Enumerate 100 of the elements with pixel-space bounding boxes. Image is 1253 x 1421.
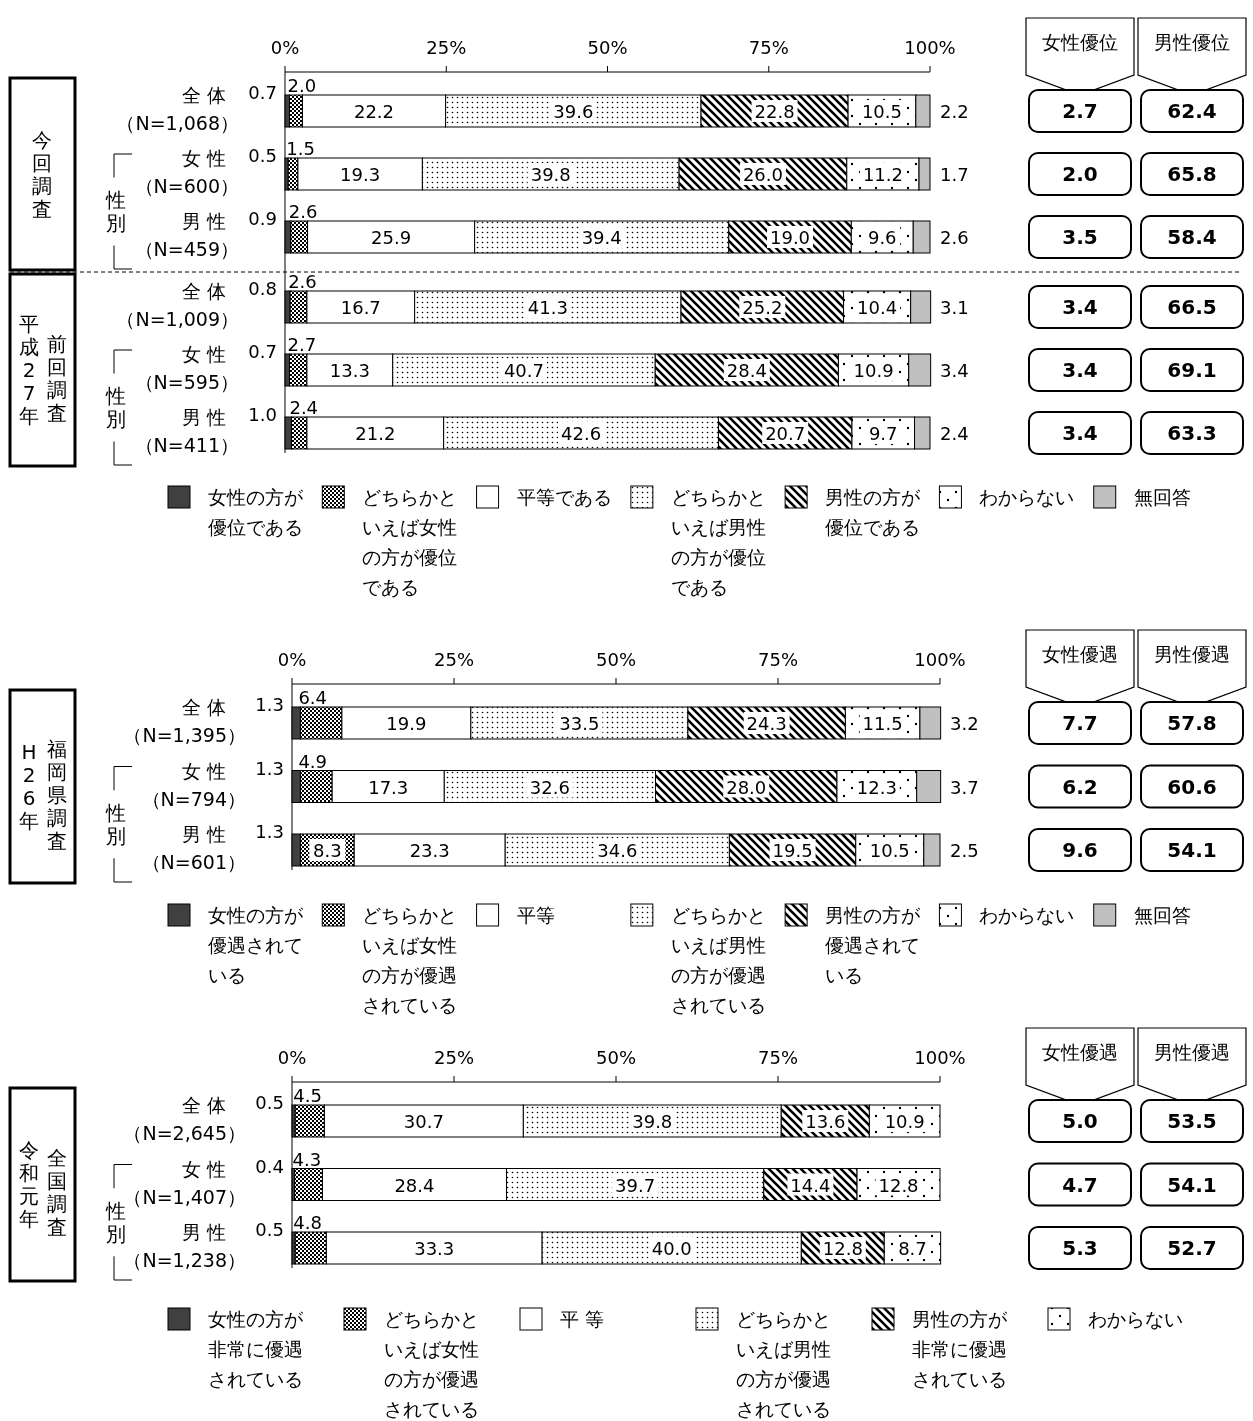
text: 男性優遇: [1154, 643, 1230, 665]
legend-label: 男性の方が優位である: [825, 486, 922, 538]
legend-label: 平 等: [560, 1308, 605, 1330]
legend-label: どちらかといえば男性の方が優位である: [670, 486, 766, 598]
data-label: 33.3: [414, 1238, 455, 1259]
data-label: 2.7: [287, 334, 317, 355]
data-label: 25.9: [371, 227, 412, 248]
x-tick-label: 100%: [914, 1047, 966, 1068]
legend-label: わからない: [979, 486, 1075, 508]
text: 58.4: [1167, 225, 1217, 249]
data-label: 0.5: [255, 1219, 284, 1240]
data-label: 13.3: [329, 360, 370, 381]
legend-label: 無回答: [1133, 486, 1191, 508]
data-label: 10.5: [861, 101, 902, 122]
x-tick-label: 0%: [277, 1047, 307, 1068]
y-tick-label: 全 体（N=1,068）: [116, 84, 239, 134]
data-label: 9.7: [868, 423, 898, 444]
x-tick-label: 25%: [433, 1047, 475, 1068]
data-label: 0.9: [248, 208, 277, 229]
text: 2.0: [1062, 162, 1098, 186]
legend-label: 無回答: [1133, 904, 1191, 926]
data-label: 4.3: [292, 1148, 322, 1170]
data-label: 4.5: [293, 1085, 322, 1106]
text: 2.7: [1062, 99, 1098, 123]
data-label: 1.3: [255, 757, 284, 779]
text: 5.3: [1062, 1236, 1098, 1260]
x-tick-label: 0%: [277, 649, 307, 670]
text: 5.0: [1062, 1109, 1098, 1133]
data-label: 4.8: [293, 1212, 322, 1233]
text: 63.3: [1167, 421, 1217, 445]
text: 女性優位: [1042, 31, 1118, 53]
y-tick-label: 女 性（N=600）: [134, 147, 239, 197]
text: 男性優位: [1154, 31, 1230, 53]
data-label: 23.3: [409, 840, 450, 861]
legend-label: 男性の方が非常に優遇されている: [912, 1308, 1008, 1390]
legend-label: 平等である: [516, 486, 612, 508]
text: 3.5: [1062, 225, 1098, 249]
data-label: 3.4: [940, 360, 969, 381]
legend-label: どちらかといえば女性の方が優遇されている: [362, 904, 458, 1016]
data-label: 2.4: [289, 397, 319, 418]
text: 令和元年: [19, 1138, 39, 1232]
data-label: 16.7: [340, 297, 381, 318]
legend-label: どちらかといえば女性の方が優遇されている: [384, 1308, 479, 1420]
x-tick-label: 100%: [904, 37, 956, 58]
y-tick-label: 女 性（N=595）: [134, 343, 239, 393]
data-label: 8.7: [898, 1238, 927, 1259]
data-label: 1.0: [248, 404, 277, 425]
data-label: 2.4: [940, 423, 969, 444]
data-label: 0.4: [255, 1155, 284, 1177]
text: 66.5: [1167, 295, 1217, 319]
text: 52.7: [1167, 1236, 1217, 1260]
legend-label: 平等: [516, 904, 555, 926]
data-label: 2.0: [287, 75, 317, 96]
text: 57.8: [1167, 711, 1217, 735]
data-label: 0.5: [255, 1092, 284, 1113]
y-tick-label: 男 性（N=459）: [134, 210, 239, 260]
text: 60.6: [1167, 774, 1217, 799]
text: 前回調査: [47, 331, 67, 425]
legend-label: 女性の方が優位である: [208, 486, 304, 538]
text: 全国調査: [47, 1146, 67, 1240]
text: 3.4: [1062, 358, 1098, 382]
x-tick-label: 50%: [595, 649, 637, 670]
data-label: 17.3: [368, 776, 409, 798]
data-label: 3.1: [940, 297, 969, 318]
y-tick-label: 全 体（N=1,009）: [116, 280, 239, 330]
text: 性別: [105, 1198, 126, 1246]
data-label: 2.6: [940, 227, 969, 248]
text: 平成27年: [19, 312, 39, 429]
text: 3.4: [1062, 295, 1098, 319]
x-tick-label: 25%: [426, 37, 467, 58]
x-tick-label: 75%: [748, 37, 789, 58]
data-label: 28.4: [394, 1174, 435, 1196]
text: 69.1: [1167, 358, 1217, 382]
text: 3.4: [1062, 421, 1098, 445]
data-label: 30.7: [403, 1111, 444, 1132]
y-tick-label: 全 体（N=2,645）: [123, 1094, 246, 1144]
legend-label: 女性の方が優遇されている: [208, 904, 304, 986]
data-label: 0.5: [248, 145, 277, 166]
text: 今回調査: [32, 127, 52, 221]
x-tick-label: 75%: [757, 649, 799, 670]
text: 6.2: [1062, 774, 1098, 799]
text: 62.4: [1167, 99, 1217, 123]
x-tick-label: 25%: [433, 649, 475, 670]
legend-label: 女性の方が非常に優遇されている: [208, 1308, 304, 1390]
data-label: 2.5: [950, 840, 979, 861]
x-tick-label: 75%: [757, 1047, 799, 1068]
legend-label: 男性の方が優遇されている: [825, 904, 922, 986]
data-label: 6.4: [298, 687, 328, 708]
text: 福岡県調査: [47, 736, 67, 853]
text: 性別: [105, 384, 126, 432]
data-label: 3.7: [950, 776, 979, 798]
legend-label: どちらかといえば男性の方が優遇されている: [736, 1308, 831, 1420]
text: 女性優遇: [1042, 643, 1118, 665]
data-label: 21.2: [355, 423, 396, 444]
y-tick-label: 男 性（N=411）: [134, 406, 239, 456]
data-label: 19.9: [386, 713, 427, 734]
data-label: 1.5: [286, 138, 315, 159]
text: 性別: [105, 800, 126, 848]
text: 9.6: [1062, 838, 1098, 862]
data-label: 3.2: [950, 713, 979, 734]
